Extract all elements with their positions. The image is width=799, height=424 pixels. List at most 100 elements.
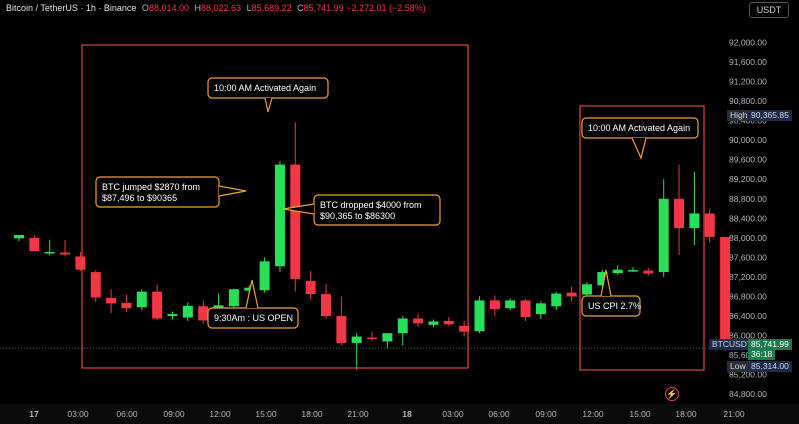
y-tick-label: 91,600.00 [729,57,767,67]
y-tick-label: 88,800.00 [729,194,767,204]
x-tick-label: 09:00 [163,409,185,419]
y-tick-label: 89,600.00 [729,155,767,165]
x-tick-label: 21:00 [347,409,369,419]
candle-down [152,291,163,319]
x-tick-label: 03:00 [67,409,89,419]
y-tick-label: 88,400.00 [729,213,767,223]
candle-up [535,303,546,315]
candle-up [274,164,285,267]
candle-up [474,300,485,332]
low-price-tag: 85,314.00 [748,361,792,372]
candle-up [628,270,638,272]
candle-down [367,337,378,340]
countdown-tag: 36:18 [748,349,776,360]
callout-pointer [600,269,612,297]
currency-button[interactable]: USDT [749,2,789,18]
candle-down [413,318,424,324]
highlight-box-left [81,44,469,369]
candle-up [228,289,239,307]
last-price-tag: 85,741.99 [748,339,792,350]
annotation-callout: BTC dropped $4000 from$90,365 to $86300 [282,194,441,226]
change-value: −2,272.01 (−2.58%) [346,3,426,13]
high-label: H [194,3,202,13]
callout-text: $87,496 to $90365 [102,193,177,203]
x-tick-label: 09:00 [535,409,557,419]
annotation-callout: 10:00 AM Activated Again [581,117,699,160]
close-value: 85,741.99 [303,3,344,13]
candle-down [290,164,301,279]
candle-down [643,270,654,274]
y-tick-label: 86,800.00 [729,292,767,302]
symbol-title[interactable]: Bitcoin / TetherUS · 1h · Binance [6,3,137,13]
candle-up [382,333,393,342]
y-tick-label: 92,000.00 [729,37,767,47]
candle-down [443,320,454,325]
candle-up [505,300,516,309]
candle-up [597,272,608,286]
candle-up [581,284,592,295]
callout-text: 10:00 AM Activated Again [588,123,690,133]
candle-up [351,336,362,343]
y-tick-label: 84,800.00 [729,389,767,399]
candle-down [60,252,71,255]
callout-text: 10:00 AM Activated Again [214,83,316,93]
low-label: L [246,3,252,13]
callout-text: $90,365 to $86300 [320,211,395,221]
x-axis-band [0,404,799,424]
ohlc-header: Bitcoin / TetherUS · 1h · Binance O88,01… [6,3,426,13]
candle-down [520,300,531,318]
high-label-tag: High [727,110,751,121]
lightning-icon[interactable]: ⚡ [665,387,679,401]
x-tick-label: 06:00 [488,409,510,419]
candle-up [551,293,562,307]
callout-pointer [282,203,315,215]
candle-down [321,294,331,317]
x-tick-label: 03:00 [442,409,464,419]
x-tick-label: 18 [402,409,412,419]
y-tick-label: 85,200.00 [729,370,767,380]
y-tick-label: 89,200.00 [729,174,767,184]
open-value: 88,014.00 [148,3,189,13]
candle-down [704,213,715,237]
open-label: O [141,3,149,13]
candle-down [90,272,101,298]
x-tick-label: 12:00 [209,409,231,419]
callout-pointer [218,185,247,197]
callout-pointer [264,97,273,113]
y-tick-label: 90,000.00 [729,135,767,145]
candle-down [459,325,470,332]
candle-down [489,300,500,310]
annotation-callout: 10:00 AM Activated Again [207,77,329,113]
x-tick-label: 21:00 [723,409,745,419]
candle-up [182,305,193,318]
x-tick-label: 06:00 [116,409,138,419]
low-label-tag: Low [727,361,749,372]
candle-up [14,234,24,239]
candle-down [305,280,316,295]
annotation-callout: US CPI 2.7% [581,269,641,317]
y-tick-label: 91,200.00 [729,77,767,87]
callout-text: BTC dropped $4000 from [320,200,422,210]
candle-down [121,302,132,309]
candle-down [198,306,209,321]
candle-up [658,198,669,273]
high-price-tag: 90,365.85 [748,110,792,121]
candle-up [167,314,178,317]
callout-text: BTC jumped $2870 from [102,182,200,192]
candle-down [75,256,86,270]
callout-text: 9:30Am : US OPEN [214,313,293,323]
candle-down [29,237,40,252]
y-tick-label: 87,200.00 [729,272,767,282]
symbol-tag: BTCUSDT [709,339,756,350]
x-tick-label: 18:00 [675,409,697,419]
annotation-callout: BTC jumped $2870 from$87,496 to $90365 [95,176,247,208]
x-tick-label: 15:00 [629,409,651,419]
candle-down [106,297,117,304]
y-tick-label: 86,000.00 [729,331,767,341]
candle-up [612,269,623,274]
candle-down [674,198,685,229]
y-tick-label: 87,600.00 [729,252,767,262]
y-tick-label: 88,000.00 [729,233,767,243]
candle-down [720,236,731,349]
